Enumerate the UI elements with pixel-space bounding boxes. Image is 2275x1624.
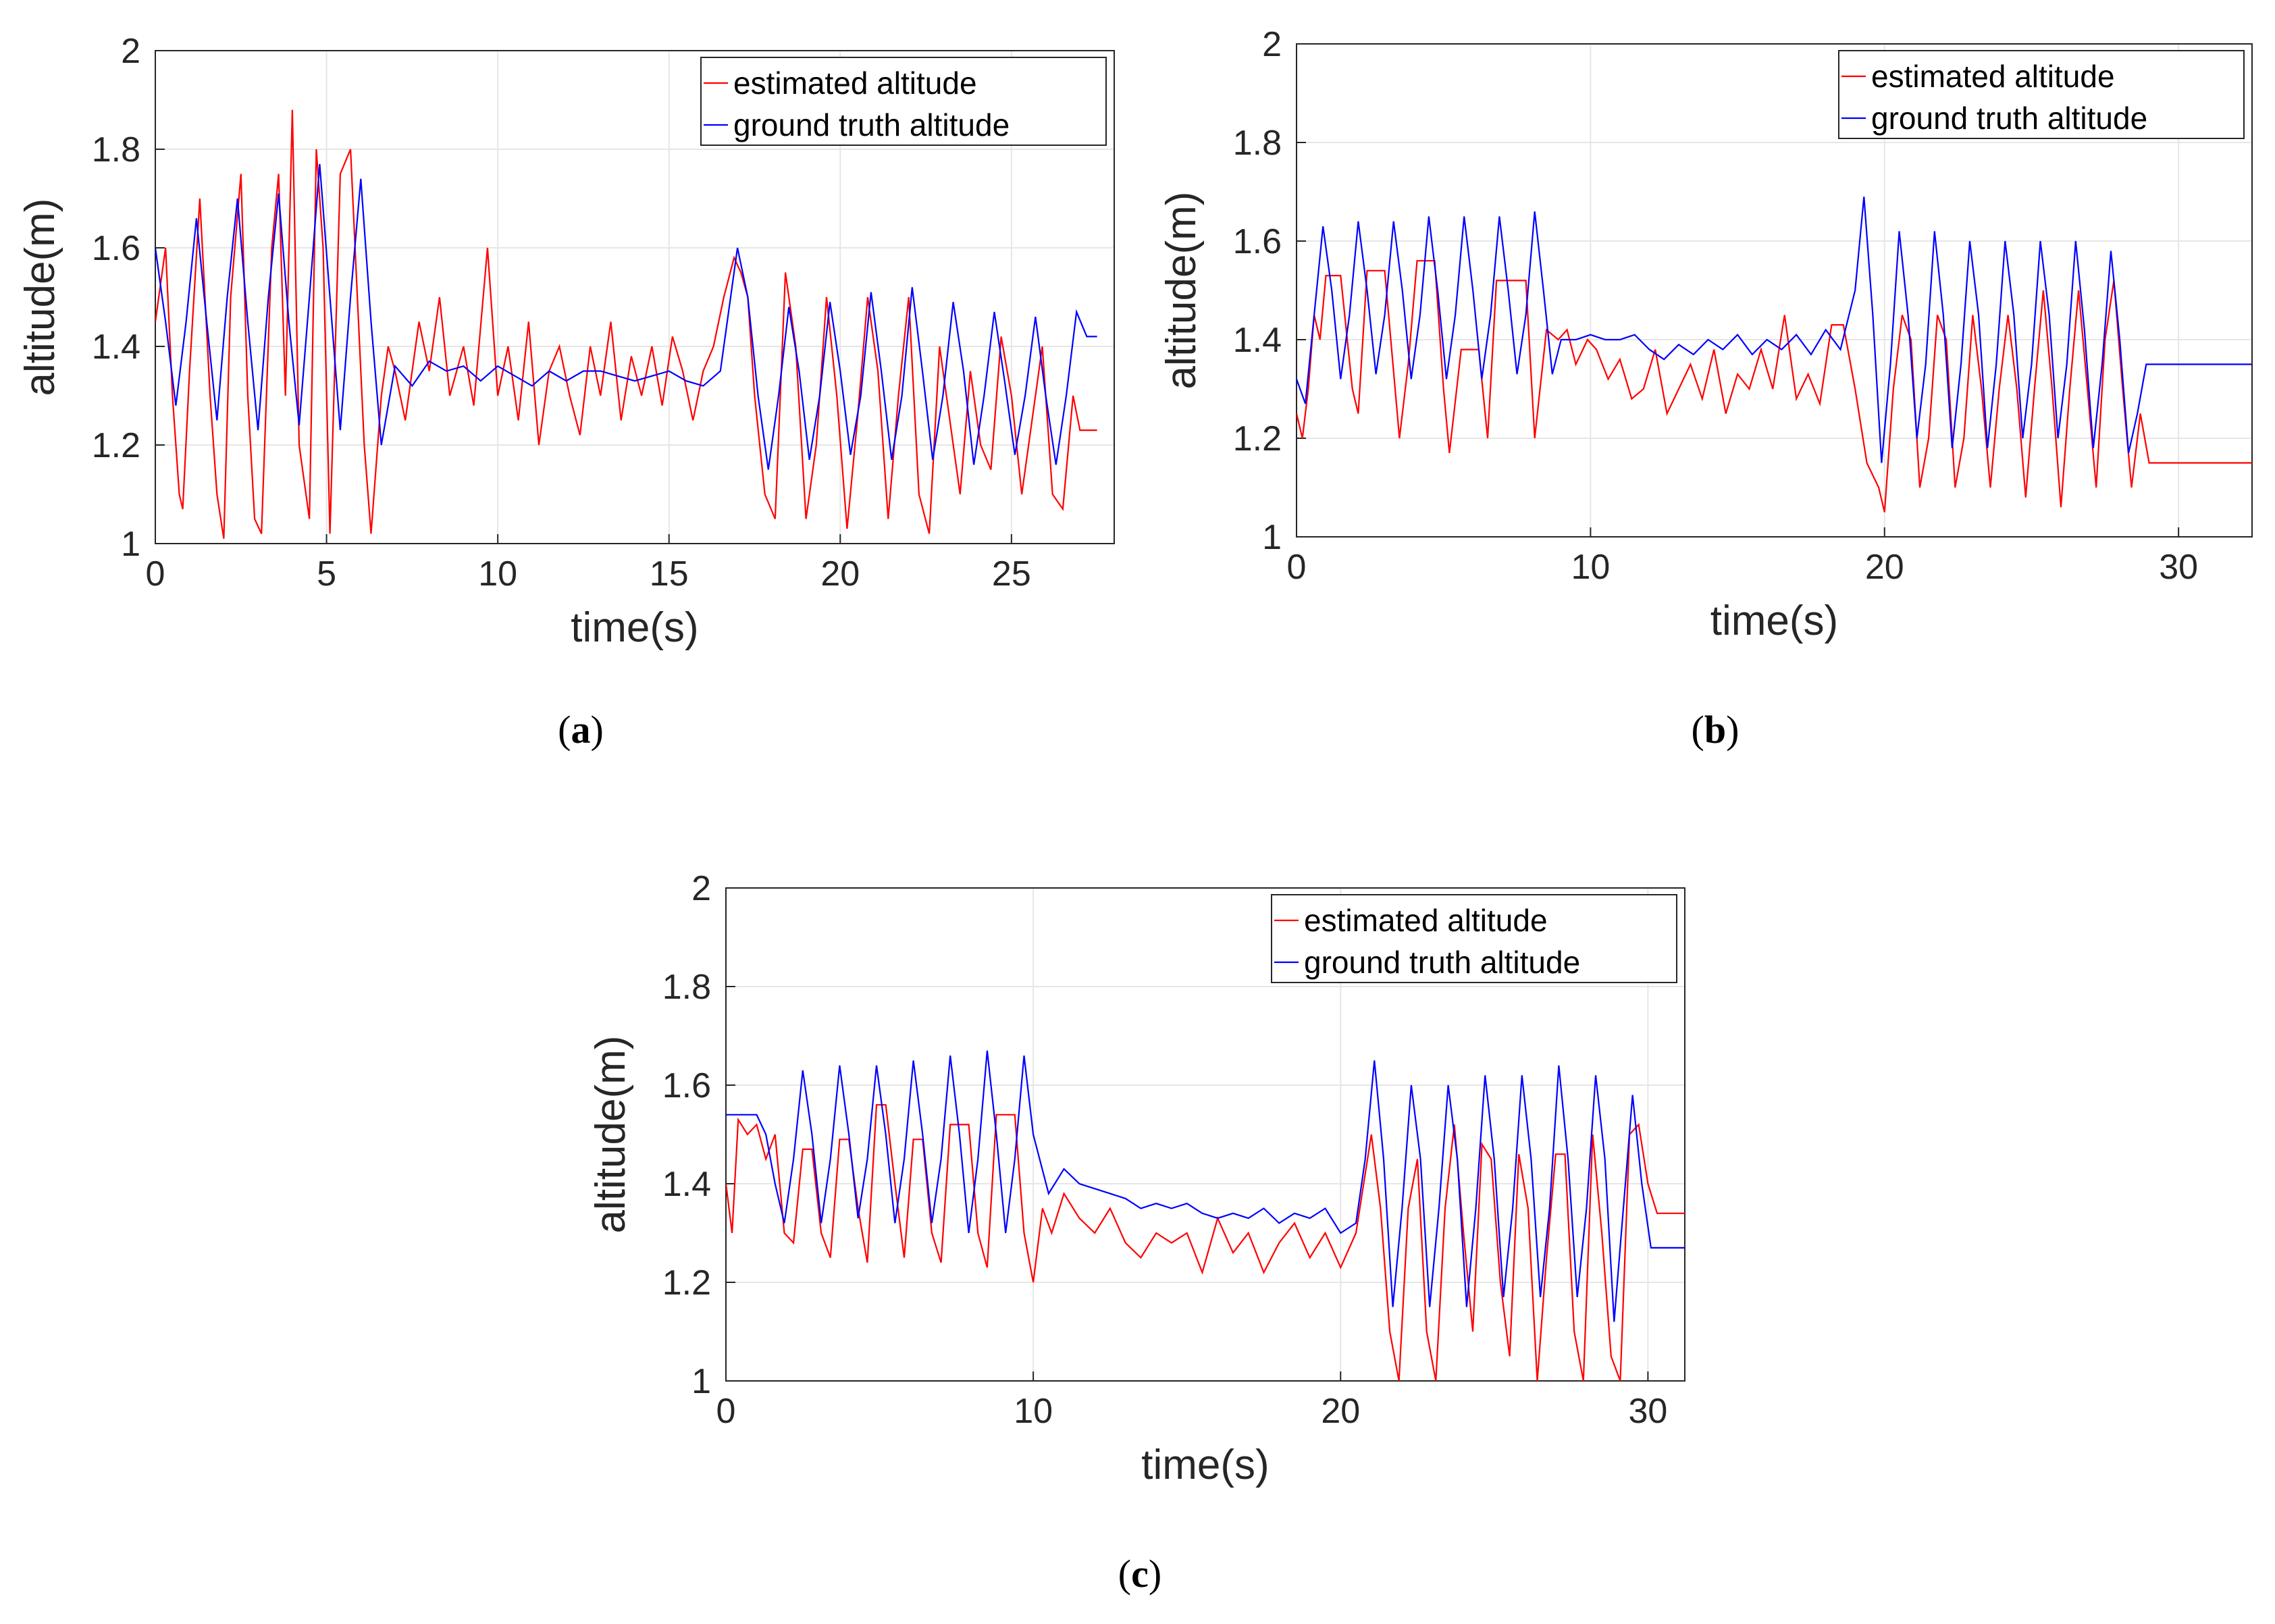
x-tick-label: 0 bbox=[716, 1392, 736, 1431]
y-axis-label: altitude(m) bbox=[1158, 192, 1205, 390]
x-tick-label: 15 bbox=[650, 554, 689, 594]
series-line-estimated bbox=[726, 1104, 1685, 1381]
series-line-ground-truth bbox=[1297, 197, 2252, 463]
legend-box bbox=[700, 57, 1107, 146]
legend-label: estimated altitude bbox=[733, 66, 977, 101]
y-tick-label: 1.4 bbox=[1233, 321, 1282, 360]
series-line-ground-truth bbox=[155, 163, 1097, 470]
x-axis-label: time(s) bbox=[1710, 598, 1838, 644]
y-axis-label: altitude(m) bbox=[587, 1036, 634, 1234]
x-tick-label: 10 bbox=[478, 554, 517, 594]
axes-box bbox=[1296, 43, 2253, 538]
y-tick-label: 1.4 bbox=[662, 1165, 711, 1204]
y-tick-label: 2 bbox=[1262, 25, 1282, 64]
legend-label: ground truth altitude bbox=[1304, 945, 1580, 980]
series-line-ground-truth bbox=[726, 1050, 1685, 1322]
x-tick-label: 20 bbox=[1321, 1392, 1360, 1431]
legend-label: estimated altitude bbox=[1304, 903, 1548, 938]
x-tick-label: 30 bbox=[1628, 1392, 1667, 1431]
legend-box bbox=[1838, 50, 2245, 139]
caption-c: (c) bbox=[1118, 1552, 1161, 1596]
y-tick-label: 1.6 bbox=[92, 229, 140, 268]
y-tick-label: 1 bbox=[121, 525, 140, 564]
y-tick-label: 1.8 bbox=[92, 130, 140, 169]
x-tick-label: 10 bbox=[1571, 548, 1610, 587]
chart-panel-c: 0 10 20 30 1 1.2 1.4 1.6 1.8 2 time(s) altitude(m) e… bbox=[587, 869, 1685, 1488]
x-tick-label: 25 bbox=[992, 554, 1031, 594]
y-tick-label: 1.4 bbox=[92, 328, 140, 367]
x-tick-label: 5 bbox=[317, 554, 336, 594]
x-tick-label: 0 bbox=[146, 554, 165, 594]
y-tick-label: 1 bbox=[1262, 518, 1282, 557]
x-axis-label: time(s) bbox=[571, 604, 698, 651]
y-tick-label: 1.2 bbox=[662, 1263, 711, 1303]
chart-panel-a: 0 5 10 15 20 25 1 1.2 1.4 1.6 1.8 2 time(s) altitude(… bbox=[17, 32, 1115, 651]
y-tick-label: 1.2 bbox=[92, 426, 140, 465]
y-tick-label: 1.6 bbox=[662, 1066, 711, 1105]
legend-label: ground truth altitude bbox=[1871, 101, 2147, 136]
x-tick-label: 10 bbox=[1014, 1392, 1053, 1431]
axes-box bbox=[155, 50, 1115, 544]
series-line-estimated bbox=[1297, 260, 2252, 513]
x-tick-label: 30 bbox=[2159, 548, 2198, 587]
y-tick-label: 2 bbox=[691, 869, 711, 908]
y-axis-label: altitude(m) bbox=[17, 199, 63, 396]
legend-label: estimated altitude bbox=[1871, 59, 2115, 94]
x-axis-label: time(s) bbox=[1141, 1442, 1269, 1488]
x-tick-label: 20 bbox=[820, 554, 860, 594]
y-tick-label: 1.8 bbox=[1233, 124, 1282, 163]
y-tick-label: 1.6 bbox=[1233, 222, 1282, 261]
x-tick-label: 20 bbox=[1865, 548, 1904, 587]
chart-panel-b: 0 10 20 30 1 1.2 1.4 1.6 1.8 2 time(s) altitude(m) e… bbox=[1158, 25, 2253, 644]
x-tick-label: 0 bbox=[1287, 548, 1307, 587]
caption-b: (b) bbox=[1692, 708, 1740, 752]
caption-a: (a) bbox=[558, 708, 604, 752]
y-tick-label: 2 bbox=[121, 32, 140, 71]
y-tick-label: 1.8 bbox=[662, 968, 711, 1007]
y-tick-label: 1.2 bbox=[1233, 419, 1282, 459]
legend-box bbox=[1271, 894, 1677, 983]
axes-box bbox=[725, 887, 1685, 1382]
legend-label: ground truth altitude bbox=[733, 107, 1010, 142]
y-tick-label: 1 bbox=[691, 1362, 711, 1401]
